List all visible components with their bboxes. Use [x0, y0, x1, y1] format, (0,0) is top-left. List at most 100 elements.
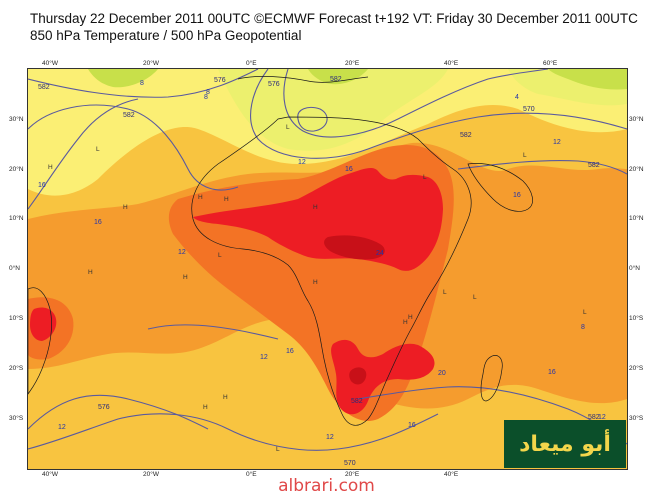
coastline-africa: [191, 116, 472, 426]
geopotential-contour: [28, 104, 239, 191]
temperature-label: 12: [298, 159, 306, 166]
geopotential-label: 582: [588, 414, 600, 421]
coastline-madagascar: [480, 355, 503, 402]
author-watermark: أبو ميعاد: [504, 420, 626, 468]
lon-label-top: 60°E: [543, 60, 558, 67]
geopotential-label: 570: [523, 106, 535, 113]
lat-label-right: 20°N: [629, 166, 644, 173]
lat-label-left: 10°S: [9, 315, 24, 322]
high-pressure-marker: H: [403, 319, 408, 326]
temperature-label: 8: [204, 94, 208, 101]
geopotential-label: 582: [351, 398, 363, 405]
temperature-label: 8: [581, 324, 585, 331]
lat-label-right: 30°N: [629, 116, 644, 123]
geopotential-label: 582: [38, 84, 50, 91]
low-pressure-marker: L: [96, 146, 100, 153]
lat-label-left: 20°N: [9, 166, 24, 173]
lat-label-left: 10°N: [9, 215, 24, 222]
high-pressure-marker: H: [224, 196, 229, 203]
temperature-label: 12: [58, 424, 66, 431]
low-pressure-marker: L: [276, 446, 280, 453]
coastline-south-america: [28, 287, 52, 395]
temperature-label: 16: [286, 348, 294, 355]
high-pressure-marker: H: [88, 269, 93, 276]
lon-label-top: 20°E: [345, 60, 360, 67]
lon-label-top: 40°E: [444, 60, 459, 67]
geopotential-label: 576: [268, 81, 280, 88]
lat-label-right: 0°N: [629, 265, 640, 272]
lat-label-left: 0°N: [9, 265, 20, 272]
geopotential-label: 576: [98, 404, 110, 411]
temperature-label: 4: [515, 94, 519, 101]
temperature-label: 8: [140, 80, 144, 87]
temp-band-32: [349, 367, 367, 385]
high-pressure-marker: H: [313, 279, 318, 286]
lon-label-bottom: 0°E: [246, 471, 257, 478]
temp-band-28: [331, 339, 435, 415]
coastline-europe: [237, 76, 369, 83]
geopotential-contour: [297, 106, 328, 132]
site-url-footer: albrari.com: [278, 476, 375, 496]
temperature-label: 8: [206, 89, 210, 96]
lon-label-bottom: 40°W: [42, 471, 58, 478]
lat-label-left: 30°N: [9, 116, 24, 123]
lon-label-top: 40°W: [42, 60, 58, 67]
temp-band-8: [218, 69, 448, 151]
geopotential-label: 582: [588, 162, 600, 169]
temp-band-4: [88, 69, 158, 88]
low-pressure-marker: L: [473, 294, 477, 301]
geopotential-contour: [28, 69, 259, 98]
geopotential-contour: [28, 394, 209, 430]
geopotential-label: 576: [214, 77, 226, 84]
lon-label-bottom: 20°W: [143, 471, 159, 478]
low-pressure-marker: L: [218, 252, 222, 259]
low-pressure-marker: L: [443, 289, 447, 296]
lon-label-bottom: 40°E: [444, 471, 459, 478]
geopotential-label: 582: [330, 76, 342, 83]
low-pressure-marker: L: [286, 124, 290, 131]
map-canvas: 582 582 576 576 582 570 582 576 570 582 …: [28, 69, 627, 469]
geopotential-label: 582: [460, 132, 472, 139]
temperature-label: 12: [553, 139, 561, 146]
temperature-label: 12: [598, 414, 606, 421]
temperature-label: 12: [326, 434, 334, 441]
temperature-label: 16: [408, 422, 416, 429]
geopotential-contour: [28, 413, 439, 451]
lat-label-right: 10°N: [629, 215, 644, 222]
low-pressure-marker: L: [423, 174, 427, 181]
low-pressure-marker: L: [583, 309, 587, 316]
geopotential-contour: [28, 98, 139, 210]
temp-band-4: [548, 69, 627, 90]
title-line-forecast: Thursday 22 December 2011 00UTC ©ECMWF F…: [30, 11, 638, 26]
high-pressure-marker: H: [48, 164, 53, 171]
temp-band-28: [30, 307, 57, 341]
title-line-fields: 850 hPa Temperature / 500 hPa Geopotenti…: [30, 28, 302, 43]
lat-label-right: 10°S: [629, 315, 644, 322]
geopotential-contour: [250, 69, 627, 159]
high-pressure-marker: H: [203, 404, 208, 411]
high-pressure-marker: H: [313, 204, 318, 211]
high-pressure-marker: H: [408, 314, 413, 321]
low-pressure-marker: L: [523, 152, 527, 159]
weather-map: 582 582 576 576 582 570 582 576 570 582 …: [27, 68, 628, 470]
lat-label-left: 30°S: [9, 415, 24, 422]
geopotential-contour: [147, 324, 279, 340]
map-title: Thursday 22 December 2011 00UTC ©ECMWF F…: [30, 10, 638, 44]
lon-label-bottom: 20°E: [345, 471, 360, 478]
temperature-label: 12: [178, 249, 186, 256]
geopotential-contour: [457, 160, 627, 175]
lat-label-right: 20°S: [629, 365, 644, 372]
temperature-label: 16: [513, 192, 521, 199]
temp-band-32: [324, 235, 385, 260]
lon-label-top: 0°E: [246, 60, 257, 67]
geopotential-label: 570: [344, 460, 356, 467]
lon-label-top: 20°W: [143, 60, 159, 67]
temperature-label: 24: [376, 250, 384, 257]
temperature-label: 20: [438, 370, 446, 377]
temperature-label: 16: [548, 369, 556, 376]
high-pressure-marker: H: [223, 394, 228, 401]
temperature-label: 16: [38, 182, 46, 189]
geopotential-contour: [283, 69, 549, 138]
high-pressure-marker: H: [198, 194, 203, 201]
high-pressure-marker: H: [123, 204, 128, 211]
